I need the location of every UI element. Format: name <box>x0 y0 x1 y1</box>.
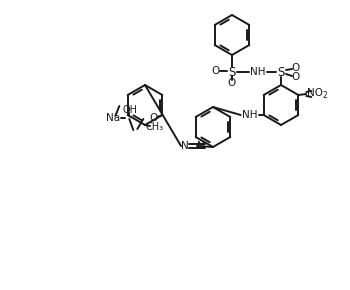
Text: O: O <box>149 113 158 123</box>
Text: Na: Na <box>106 113 120 123</box>
Text: S: S <box>277 66 285 79</box>
Text: O: O <box>292 72 300 82</box>
Text: N: N <box>197 141 205 151</box>
Text: O: O <box>292 63 300 73</box>
Text: OH: OH <box>123 105 138 115</box>
Text: CH₃: CH₃ <box>146 122 164 132</box>
Text: O: O <box>212 66 220 76</box>
Text: NH: NH <box>242 110 258 120</box>
Text: N: N <box>181 141 189 151</box>
Text: 2: 2 <box>323 92 328 101</box>
Text: S: S <box>228 66 236 79</box>
Text: NO: NO <box>307 88 323 98</box>
Text: O: O <box>228 78 236 88</box>
Text: NH: NH <box>250 67 266 77</box>
